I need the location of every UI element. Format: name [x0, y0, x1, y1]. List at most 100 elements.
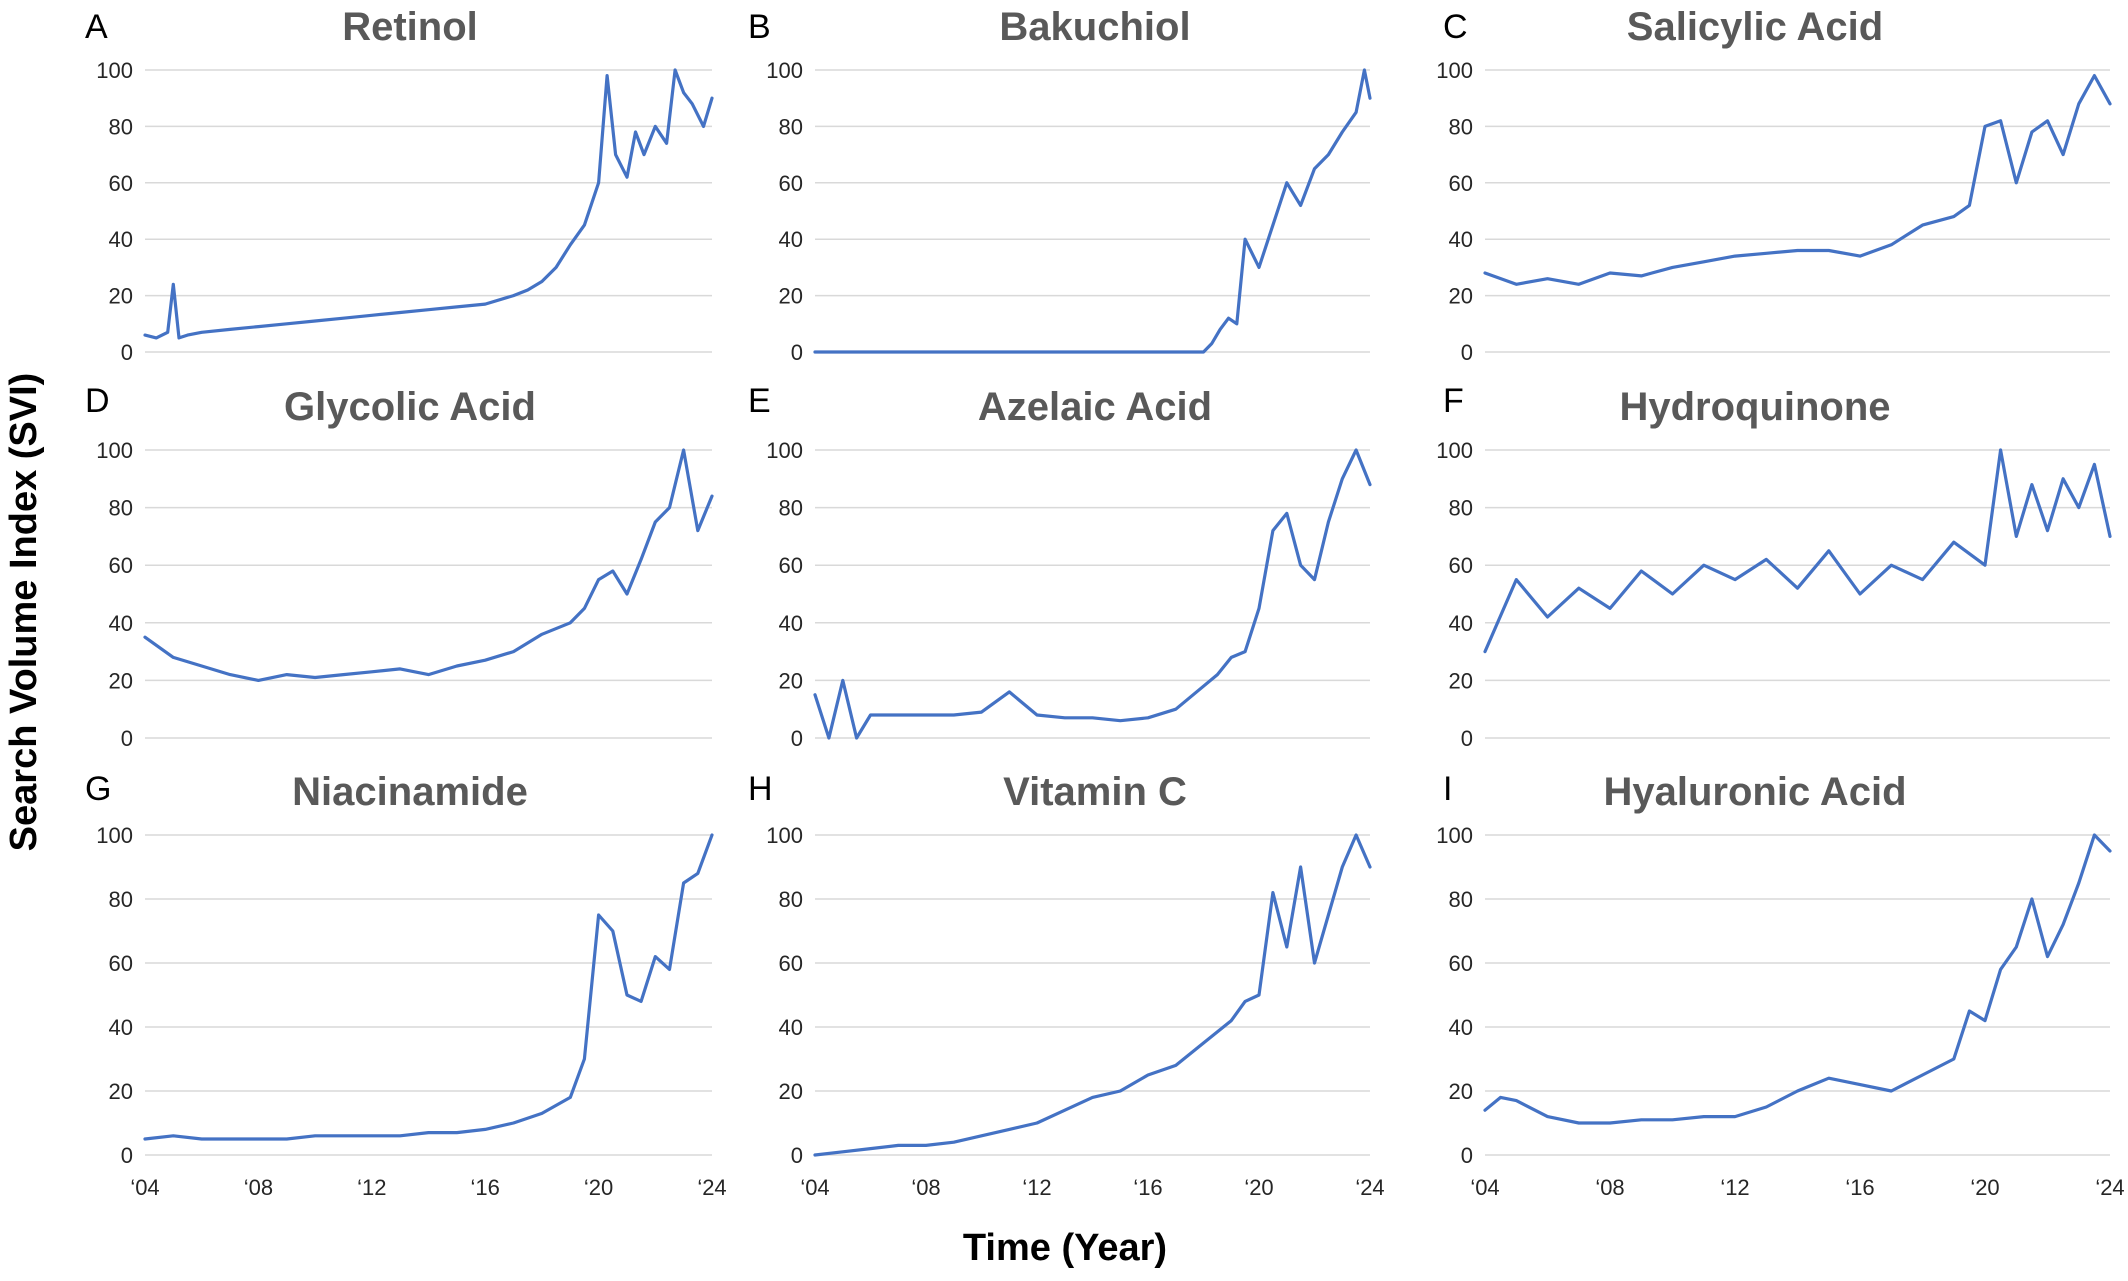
data-point [597, 181, 600, 184]
data-point [1983, 1019, 1987, 1022]
x-tick-label: ‘04 [130, 1175, 159, 1200]
data-point [710, 97, 714, 100]
data-point [1796, 1089, 1799, 1093]
data-point [690, 102, 694, 106]
data-point [370, 314, 373, 317]
data-point [1827, 249, 1830, 252]
data-point [512, 1121, 515, 1125]
x-tick-label: ‘20 [1244, 1175, 1273, 1200]
data-point [1921, 223, 1924, 227]
y-tick-label: 60 [109, 553, 133, 578]
y-tick-label: 60 [1449, 553, 1473, 578]
data-point [665, 142, 668, 145]
y-tick-label: 20 [109, 1079, 133, 1104]
panel-title: Glycolic Acid [284, 385, 536, 429]
data-point [2077, 881, 2080, 885]
data-point [1354, 111, 1358, 114]
data-point [1035, 1121, 1039, 1125]
data-point [1257, 266, 1261, 269]
data-point [1577, 1121, 1580, 1125]
data-point [897, 713, 900, 717]
panel-letter: F [1443, 382, 1464, 420]
y-tick-label: 20 [1449, 284, 1473, 309]
data-point [1243, 650, 1247, 653]
data-point [228, 673, 232, 676]
data-point [1577, 283, 1580, 286]
data-point [1999, 448, 2002, 452]
data-point [1483, 1109, 1487, 1112]
data-point [1499, 1096, 1502, 1099]
data-point [614, 153, 617, 156]
panel-title: Azelaic Acid [978, 385, 1212, 429]
data-point [1230, 656, 1233, 659]
data-point [1796, 587, 1799, 590]
data-point [2046, 529, 2049, 532]
data-point [200, 664, 203, 668]
data-point [398, 311, 402, 314]
data-point [257, 325, 260, 328]
data-point [682, 91, 685, 94]
data-point [827, 736, 831, 740]
data-point [155, 336, 158, 340]
data-point [484, 659, 487, 662]
x-tick-label: ‘08 [911, 1175, 940, 1200]
x-tick-label: ‘12 [1720, 1175, 1749, 1200]
y-tick-label: 40 [109, 227, 133, 252]
data-point [1341, 130, 1344, 134]
data-point [611, 569, 614, 573]
data-point [841, 679, 844, 682]
data-point [172, 283, 175, 286]
data-point [673, 68, 677, 72]
data-point [143, 333, 147, 337]
data-point [1285, 945, 1288, 949]
data-point [583, 607, 586, 610]
data-point [1640, 1118, 1643, 1122]
panel-d: 0 20 40 60 80 100 Glycolic Acid D [85, 382, 714, 751]
y-tick-label: 100 [1436, 438, 1473, 463]
y-tick-label: 40 [1449, 227, 1473, 252]
data-point [1671, 1118, 1674, 1122]
y-tick-label: 80 [109, 887, 133, 912]
data-point [1640, 274, 1643, 278]
data-point [1890, 564, 1893, 567]
data-point [625, 993, 629, 997]
panel-letter: G [85, 770, 111, 808]
data-point [654, 125, 657, 128]
data-point [143, 1137, 147, 1141]
y-tick-label: 80 [779, 496, 803, 521]
data-point [313, 319, 317, 323]
data-point [924, 1144, 928, 1147]
data-point [1983, 564, 1987, 567]
data-point [1921, 578, 1924, 581]
data-point [1983, 125, 1987, 128]
data-point [980, 710, 983, 714]
data-point [2093, 833, 2096, 837]
data-point [1952, 1057, 1955, 1061]
data-point [855, 736, 858, 740]
data-point [1354, 833, 1358, 837]
data-point [654, 955, 657, 958]
data-point [1035, 713, 1039, 717]
data-point [1354, 448, 1358, 452]
data-point [625, 592, 629, 596]
data-point [2093, 74, 2096, 77]
data-point [702, 125, 705, 128]
data-point [1483, 271, 1487, 275]
y-tick-label: 0 [791, 1143, 803, 1168]
data-point [1577, 587, 1580, 590]
data-point [1230, 1019, 1233, 1022]
data-point [1368, 483, 1372, 486]
data-point [186, 333, 189, 337]
data-point [924, 713, 928, 717]
data-point [1299, 564, 1302, 567]
data-point [1257, 607, 1261, 610]
data-point [668, 968, 671, 971]
data-point [1285, 512, 1288, 515]
panel-b: 0 20 40 60 80 100 Bakuchiol B [748, 5, 1372, 365]
y-tick-label: 40 [109, 1015, 133, 1040]
data-point [1546, 1115, 1549, 1118]
data-point [1235, 322, 1239, 325]
data-point [813, 350, 817, 354]
y-tick-label: 20 [779, 284, 803, 309]
